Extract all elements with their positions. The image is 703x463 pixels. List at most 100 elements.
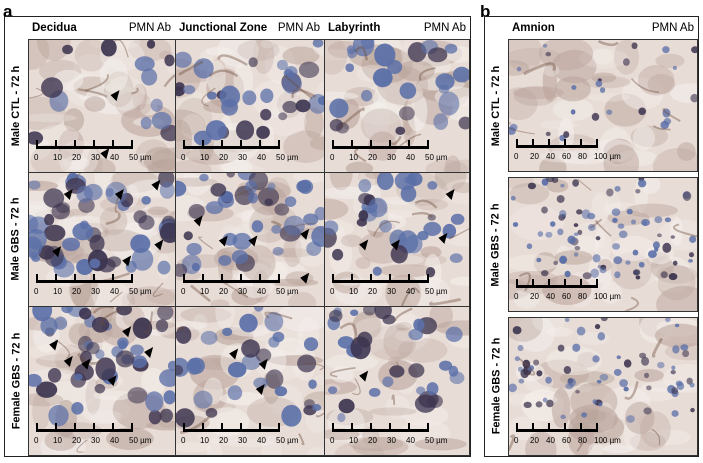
arrowhead-marker [359,370,369,382]
scale-bar-tick-label: 40 [546,152,555,161]
scale-bar-tick-label: 10 [200,436,209,445]
row-label-b-male-gbs: Male GBS - 72 h [490,203,503,287]
micrograph-amnion-female-gbs-image: 0 20 40 60 80 100 µm [509,318,697,455]
arrowhead-marker [248,235,258,247]
scale-bar-tick-label: 30 [238,153,247,162]
scale-bar-tick-label: 40 [110,436,119,445]
scale-bar-tick-label: 80 [578,152,587,161]
row-label-b-male-ctl: Male CTL - 72 h [490,65,503,146]
micrograph-amnion-male-ctl-image: 0 20 40 60 80 100 µm [509,40,697,171]
scale-bar-tick-label: 60 [562,436,571,445]
column-header-amnion: Amnion PMN Ab [512,22,694,34]
arrowhead-marker [63,188,73,200]
micrograph-decidua-male-ctl: 0 10 20 30 40 50 µm [28,39,176,173]
scale-bar-tick-label: 30 [387,153,396,162]
arrowhead-marker [110,90,120,102]
micrograph-junctional-female-gbs: 0 10 20 30 40 50 µm [175,306,325,456]
micrograph-decidua-male-gbs-image: 0 10 20 30 40 50 µm [29,173,175,306]
scale-bar-tick-label: 40 [406,287,415,296]
arrowhead-marker [144,346,154,358]
arrowhead-marker [63,355,73,367]
scale-bar-tick-label: 0 [34,436,39,445]
scale-bar-tick-label: 20 [368,287,377,296]
arrowhead-marker [193,215,203,227]
scale-bar-tick-label: 20 [368,436,377,445]
micrograph-labyrinth-male-ctl-image: 0 10 20 30 40 50 µm [325,40,469,172]
arrowhead-marker [122,326,132,338]
micrograph-labyrinth-female-gbs-image: 0 10 20 30 40 50 µm [325,307,469,455]
panel-a-letter: a [3,2,13,21]
row-label-male-gbs: Male GBS - 72 h [10,197,23,281]
micrograph-junctional-male-gbs-image: 0 10 20 30 40 50 µm [176,173,324,306]
arrowhead-marker [52,246,62,258]
arrowhead-marker [255,383,265,395]
micrograph-amnion-female-gbs: 0 20 40 60 80 100 µm [508,317,698,456]
scale-bar-tick-label: 50 µm [276,153,299,162]
micrograph-amnion-male-ctl: 0 20 40 60 80 100 µm [508,39,698,172]
scale-bar-tick-label: 10 [200,153,209,162]
arrowhead-marker [107,375,117,387]
arrowhead-marker [438,232,448,244]
scale-bar-tick-label: 10 [53,436,62,445]
arrowhead-marker [300,228,310,240]
scale-bar-tick-label: 10 [349,153,358,162]
scale-bar-tick-label: 100 µm [594,292,621,301]
scale-bar-tick-label: 30 [91,436,100,445]
scale-bar-tick-label: 30 [91,153,100,162]
scale-bar-tick-label: 0 [181,436,186,445]
micrograph-labyrinth-male-gbs: 0 10 20 30 40 50 µm [324,172,470,307]
scale-bar-tick-label: 40 [546,436,555,445]
arrowhead-marker [151,179,161,191]
arrowhead-marker [258,358,268,370]
scale-bar-tick-label: 20 [72,153,81,162]
scale-bar-tick-label: 20 [530,152,539,161]
scale-bar-tick-label: 0 [330,436,335,445]
scale-bar-tick-label: 30 [91,287,100,296]
scale-bar-tick-label: 50 µm [425,153,448,162]
scale-bar: 0 10 20 30 40 50 µm [330,140,448,162]
scale-bar-tick-label: 0 [514,436,519,445]
micrograph-labyrinth-male-ctl: 0 10 20 30 40 50 µm [324,39,470,173]
scale-bar-tick-label: 60 [562,292,571,301]
scale-bar-tick-label: 10 [53,287,62,296]
arrowhead-marker [229,348,239,360]
scale-bar-tick-label: 20 [72,436,81,445]
scale-bar-tick-label: 100 µm [594,152,621,161]
scale-bar-tick-label: 20 [219,153,228,162]
scale-bar: 0 20 40 60 80 100 µm [514,423,621,445]
scale-bar-tick-label: 40 [110,153,119,162]
scale-bar-tick-label: 20 [219,436,228,445]
arrowhead-marker [359,239,369,251]
scale-bar-tick-label: 50 µm [129,436,152,445]
row-label-female-gbs: Female GBS - 72 h [10,332,22,430]
scale-bar-tick-label: 30 [387,436,396,445]
scale-bar-tick-label: 10 [349,436,358,445]
micrograph-decidua-male-ctl-image: 0 10 20 30 40 50 µm [29,40,175,172]
scale-bar-tick-label: 0 [514,152,519,161]
micrograph-decidua-female-gbs: 0 10 20 30 40 50 µm [28,306,176,456]
scale-bar-tick-label: 20 [219,287,228,296]
micrograph-junctional-male-ctl-image: 0 10 20 30 40 50 µm [176,40,324,172]
arrowhead-marker [218,235,228,247]
arrowhead-marker [122,255,132,267]
scale-bar-tick-label: 40 [257,153,266,162]
scale-bar: 0 10 20 30 40 50 µm [181,423,299,445]
column-header-decidua: Decidua PMN Ab [32,22,171,34]
arrowhead-marker [100,148,110,160]
micrograph-decidua-male-gbs: 0 10 20 30 40 50 µm [28,172,176,307]
column-header-labyrinth: Labyrinth PMN Ab [328,22,466,34]
scale-bar-tick-label: 50 µm [129,153,152,162]
arrowhead-marker [300,272,310,284]
column-header-junctional-zone: Junctional Zone PMN Ab [179,22,320,34]
scale-bar: 0 10 20 30 40 50 µm [330,423,448,445]
panel-a-grid: Male CTL - 72 h Male GBS - 72 h Female G… [4,16,471,457]
scale-bar: 0 10 20 30 40 50 µm [34,423,152,445]
scale-bar-tick-label: 10 [349,287,358,296]
micrograph-labyrinth-female-gbs: 0 10 20 30 40 50 µm [324,306,470,456]
scale-bar-tick-label: 40 [406,436,415,445]
scale-bar-tick-label: 60 [562,152,571,161]
micrograph-amnion-male-gbs: 0 20 40 60 80 100 µm [508,177,698,312]
scale-bar: 0 10 20 30 40 50 µm [34,274,152,296]
micrograph-amnion-male-gbs-image: 0 20 40 60 80 100 µm [509,178,697,311]
scale-bar-tick-label: 0 [34,287,39,296]
